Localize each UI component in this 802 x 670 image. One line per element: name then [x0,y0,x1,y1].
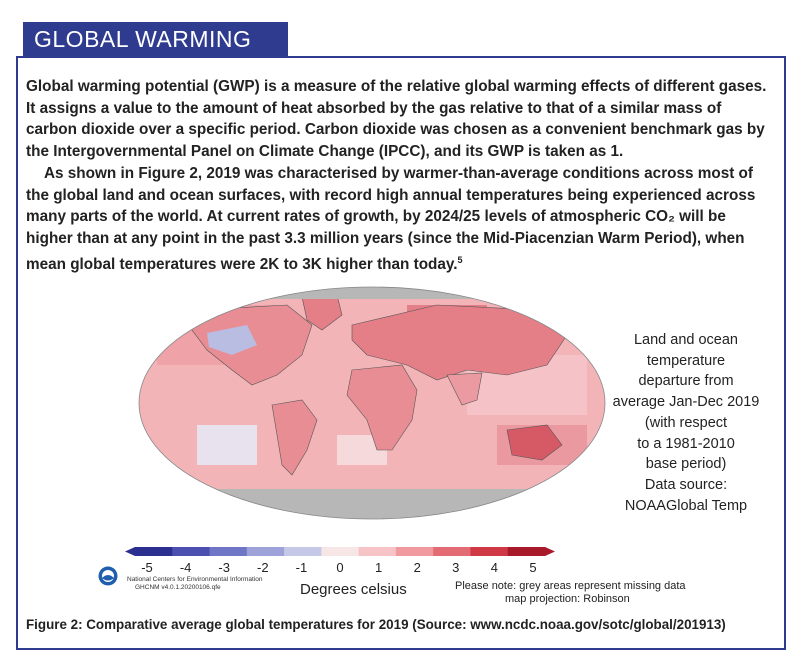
noaa-credit: National Centers for Environmental Infor… [127,576,263,591]
scale-ticks: -5 -4 -3 -2 -1 0 1 2 3 4 5 [125,560,555,576]
scale-swatch [284,547,322,556]
scale-swatch [433,547,471,556]
scale-tick-label: 0 [336,560,344,575]
color-scale-bar [125,547,555,556]
south-america [271,399,318,476]
scale-arrow-right [545,547,555,556]
scale-swatch [135,547,173,556]
scale-swatch [246,547,285,556]
scale-tick-label: -2 [257,560,269,575]
noaa-logo-icon [98,566,118,586]
scale-tick-label: 4 [490,560,499,575]
africa [346,364,418,451]
temperature-map [137,285,607,521]
scale-swatch [470,547,509,556]
figure-caption: Figure 2: Comparative average global tem… [26,617,726,632]
scale-swatch [321,547,360,556]
cold-anomaly-canada [207,325,257,355]
scale-swatch [395,547,434,556]
scale-swatch [172,547,211,556]
paragraph-gwp: Global warming potential (GWP) is a meas… [26,78,767,161]
scale-swatch [209,547,248,556]
scale-tick-label: -5 [141,560,153,575]
scale-tick-label: 5 [529,560,537,575]
scale-tick-label: 1 [374,560,383,575]
scale-tick-label: -4 [179,560,192,575]
scale-tick-label: 3 [452,560,460,575]
scale-arrow-left [125,547,135,556]
scale-tick-label: -1 [295,560,308,575]
world-map-robinson [138,286,606,520]
scale-unit-label: Degrees celsius [300,581,407,598]
scale-tick-label: 2 [413,560,421,575]
scale-swatch [507,547,546,556]
scale-swatch [358,547,397,556]
content-frame [16,56,786,650]
missing-data-antarctic [139,489,605,519]
section-tab: GLOBAL WARMING [23,22,288,56]
australia [506,424,563,461]
footnote-marker: 5 [457,254,463,265]
paragraph-2019: As shown in Figure 2, 2019 was character… [26,164,756,273]
article-body: Global warming potential (GWP) is a meas… [26,76,770,275]
map-notes: Please note: grey areas represent missin… [455,580,686,605]
map-description: Land and ocean temperature departure fro… [612,332,760,514]
scale-tick-label: -3 [218,560,230,575]
india-seasia [446,372,483,406]
